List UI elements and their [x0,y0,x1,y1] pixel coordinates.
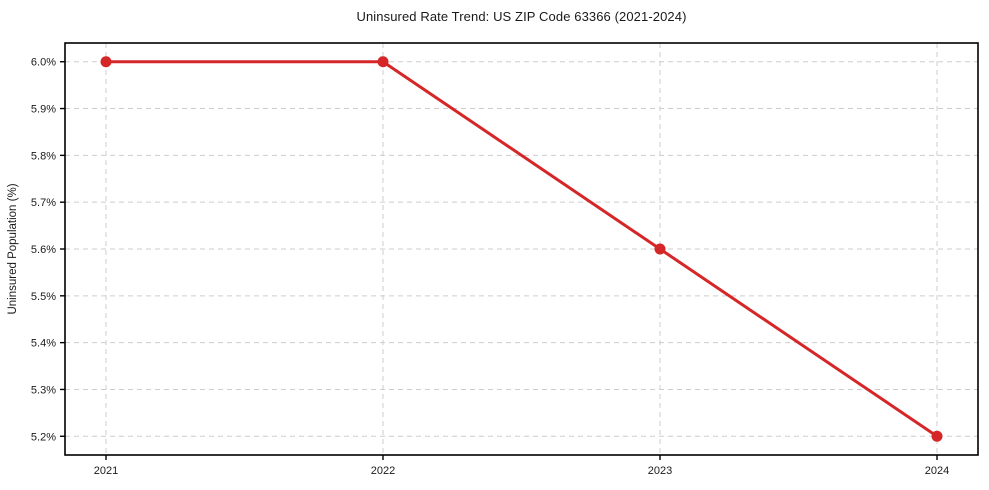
y-tick-label: 5.5% [31,291,56,303]
data-point-marker [654,243,666,255]
data-point-marker [100,56,112,68]
x-tick-label: 2022 [371,465,395,477]
y-tick-label: 5.7% [31,197,56,209]
x-tick-label: 2023 [648,465,672,477]
y-tick-label: 5.2% [31,431,56,443]
y-tick-label: 6.0% [31,57,56,69]
y-tick-label: 5.3% [31,384,56,396]
y-tick-label: 5.6% [31,244,56,256]
chart-title: Uninsured Rate Trend: US ZIP Code 63366 … [356,9,687,24]
x-tick-label: 2024 [925,465,949,477]
y-tick-label: 5.4% [31,338,56,350]
x-tick-label: 2021 [94,465,118,477]
data-point-marker [931,430,943,442]
y-tick-label: 5.9% [31,104,56,116]
y-tick-label: 5.8% [31,150,56,162]
data-point-marker [377,56,389,68]
series-line [104,60,939,438]
